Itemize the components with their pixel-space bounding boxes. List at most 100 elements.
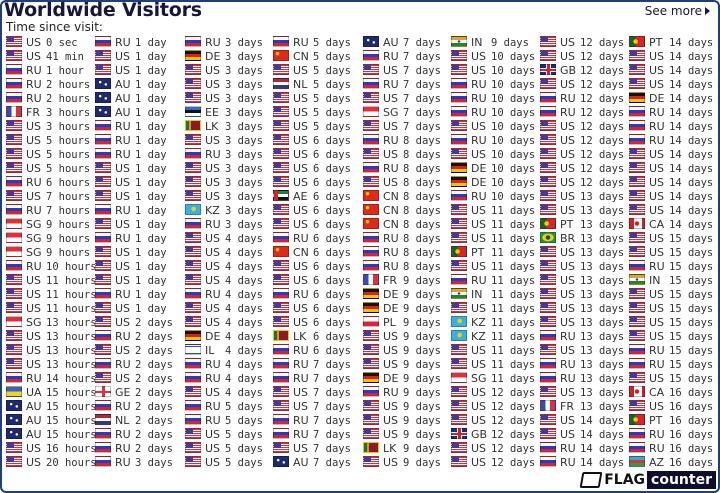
flag-ru-icon bbox=[629, 134, 645, 145]
visitor-entry: US 11 hours bbox=[6, 288, 97, 302]
flag-us-icon bbox=[95, 302, 111, 313]
country-code: US bbox=[293, 260, 309, 273]
visitor-entry: US 1 day bbox=[95, 64, 173, 78]
time-since-visit: 15 days bbox=[669, 373, 714, 385]
country-code: US bbox=[560, 316, 576, 329]
time-since-visit: 14 days bbox=[669, 37, 714, 49]
flag-sg-icon bbox=[6, 246, 22, 257]
country-code: GB bbox=[471, 428, 488, 441]
flag-sg-icon bbox=[6, 232, 22, 243]
flag-us-icon bbox=[629, 232, 645, 243]
time-since-visit: 5 hours bbox=[46, 135, 91, 147]
flag-nl-icon bbox=[273, 78, 289, 89]
visitor-entry: US 12 days bbox=[540, 78, 624, 92]
visitor-entry: RU 7 days bbox=[363, 50, 441, 64]
time-since-visit: 1 day bbox=[135, 51, 167, 63]
visitor-entry: US 13 days bbox=[540, 190, 624, 204]
country-code: RU bbox=[649, 442, 665, 455]
time-since-visit: 13 days bbox=[580, 359, 625, 371]
time-since-visit: 7 days bbox=[313, 457, 351, 469]
flag-ru-icon bbox=[185, 400, 201, 411]
country-code: US bbox=[471, 358, 487, 371]
country-code: US bbox=[649, 50, 665, 63]
flag-us-icon bbox=[363, 428, 379, 439]
flag-us-icon bbox=[540, 36, 556, 47]
visitor-entry: US 6 days bbox=[273, 176, 351, 190]
country-code: DE bbox=[205, 330, 221, 343]
time-since-visit: 2 days bbox=[135, 317, 173, 329]
country-code: US bbox=[26, 442, 42, 455]
flag-ru-icon bbox=[95, 456, 111, 467]
country-code: US bbox=[205, 456, 221, 469]
flag-us-icon bbox=[540, 386, 556, 397]
flag-us-icon bbox=[363, 64, 379, 75]
country-code: US bbox=[293, 134, 309, 147]
flag-us-icon bbox=[6, 442, 22, 453]
flag-us-icon bbox=[185, 302, 201, 313]
visitor-entry: PT 11 days bbox=[451, 246, 535, 260]
country-code: RU bbox=[471, 106, 487, 119]
visitor-entry: RU 2 hours bbox=[6, 92, 97, 106]
visitor-entry: US 12 days bbox=[540, 176, 624, 190]
time-since-visit: 4 days bbox=[225, 317, 263, 329]
visitor-entry: US 6 days bbox=[273, 134, 351, 148]
country-code: DE bbox=[205, 50, 221, 63]
country-code: US bbox=[26, 274, 42, 287]
country-code: GE bbox=[115, 386, 131, 399]
country-code: AU bbox=[115, 78, 131, 91]
time-since-visit: 4 days bbox=[225, 331, 263, 343]
flag-us-icon bbox=[185, 386, 201, 397]
see-more-link[interactable]: See more bbox=[645, 4, 710, 18]
country-code: US bbox=[560, 344, 576, 357]
flag-au-icon bbox=[273, 456, 289, 467]
country-code: US bbox=[115, 50, 131, 63]
time-since-visit: 11 days bbox=[491, 373, 536, 385]
flag-lk-icon bbox=[185, 120, 201, 131]
time-since-visit: 3 hours bbox=[46, 107, 91, 119]
time-since-visit: 10 days bbox=[491, 135, 536, 147]
time-since-visit: 12 days bbox=[580, 79, 625, 91]
visitor-entry: US 3 days bbox=[185, 190, 263, 204]
country-code: US bbox=[293, 204, 309, 217]
visitor-entry: PT 14 days bbox=[629, 36, 713, 50]
visitor-entry: US 5 days bbox=[273, 92, 351, 106]
visitor-entry: RU 13 days bbox=[540, 330, 624, 344]
time-since-visit: 11 days bbox=[491, 219, 536, 231]
country-code: RU bbox=[560, 358, 576, 371]
country-code: RU bbox=[115, 358, 131, 371]
time-since-visit: 1 day bbox=[135, 135, 167, 147]
country-code: RU bbox=[560, 456, 576, 469]
country-code: US bbox=[293, 106, 309, 119]
country-code: KZ bbox=[471, 316, 486, 329]
visitor-entry: LK 9 days bbox=[363, 442, 441, 456]
visitor-entry: SG 11 days bbox=[451, 372, 535, 386]
time-since-visit: 5 days bbox=[225, 415, 263, 427]
country-code: RU bbox=[293, 428, 309, 441]
flag-br-icon bbox=[540, 232, 556, 243]
country-code: AU bbox=[26, 400, 42, 413]
country-code: US bbox=[471, 302, 487, 315]
flag-us-icon bbox=[6, 36, 22, 47]
visitor-entry: US 4 days bbox=[185, 316, 263, 330]
flag-us-icon bbox=[629, 78, 645, 89]
country-code: DE bbox=[649, 92, 665, 105]
visitor-entry: US 4 days bbox=[185, 274, 263, 288]
flag-ru-icon bbox=[629, 442, 645, 453]
visitor-entry: KZ 3 days bbox=[185, 204, 263, 218]
country-code: AE bbox=[293, 190, 308, 203]
visitor-entry: US 11 days bbox=[451, 218, 535, 232]
flag-ru-icon bbox=[363, 134, 379, 145]
flag-ru-icon bbox=[185, 148, 201, 159]
visitor-entry: FR 13 days bbox=[540, 400, 624, 414]
visitor-entry: DE 10 days bbox=[451, 162, 535, 176]
time-since-visit: 3 days bbox=[225, 107, 263, 119]
visitor-entry: US 1 day bbox=[95, 176, 173, 190]
flag-sg-icon bbox=[6, 218, 22, 229]
time-since-visit: 13 days bbox=[580, 373, 625, 385]
flag-counter-logo[interactable]: FLAG counter bbox=[579, 471, 716, 489]
flag-us-icon bbox=[95, 64, 111, 75]
flag-us-icon bbox=[6, 134, 22, 145]
country-code: US bbox=[649, 148, 665, 161]
time-since-visit: 10 hours bbox=[46, 261, 97, 273]
flag-pl-icon bbox=[363, 316, 379, 327]
